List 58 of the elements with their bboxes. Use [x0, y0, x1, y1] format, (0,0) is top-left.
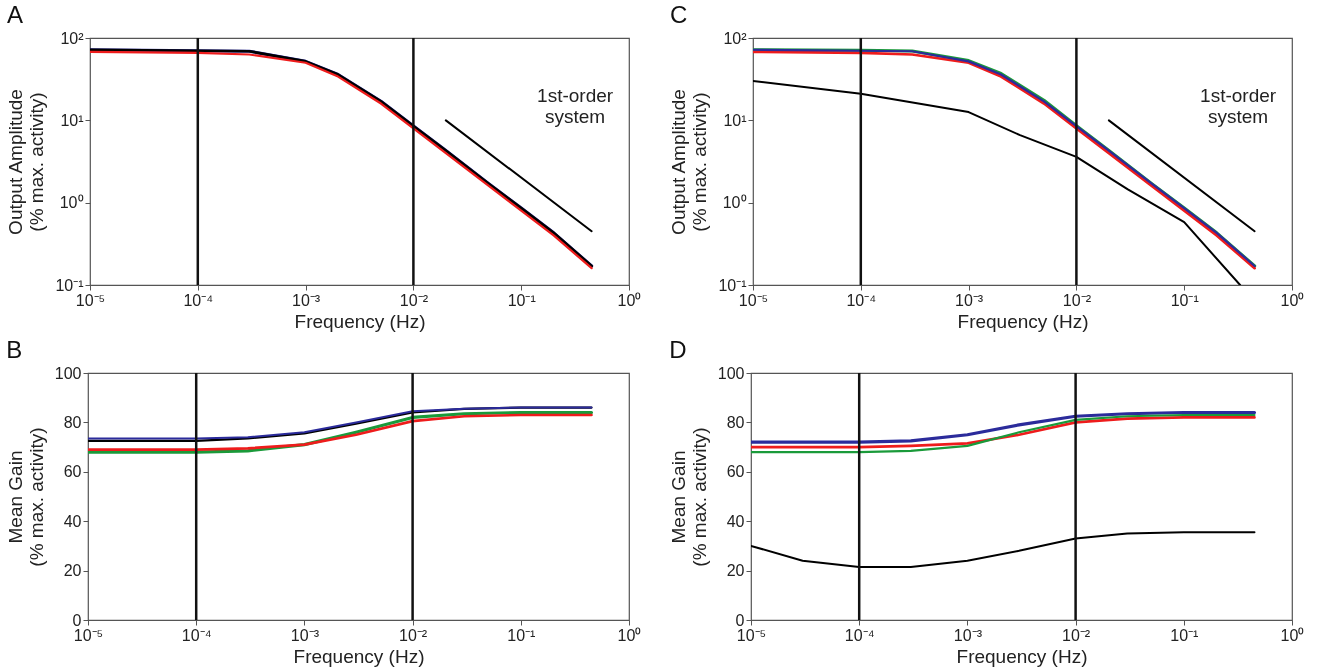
x-tick-label: 10⁻¹	[507, 626, 536, 644]
x-axis-title: Frequency (Hz)	[956, 645, 1088, 667]
y-tick-label: 10⁻¹	[718, 276, 747, 294]
y-tick-label: 0	[72, 611, 82, 629]
y-tick-label: 80	[63, 413, 82, 431]
x-tick-label: 10⁻¹	[1170, 291, 1199, 309]
x-tick-label: 10⁻³	[955, 291, 984, 309]
x-tick-label: 10⁰	[1280, 291, 1305, 309]
x-tick-label: 10⁻³	[953, 626, 983, 644]
x-tick-label: 10⁻⁴	[183, 291, 214, 309]
x-tick-label: 10⁻²	[399, 291, 429, 309]
y-tick-label: 60	[726, 463, 745, 481]
x-tick-label: 10⁻¹	[1170, 626, 1199, 644]
chart-title: A	[6, 1, 23, 28]
y-tick-label: 10¹	[60, 111, 84, 129]
y-tick-label: 20	[63, 562, 82, 580]
y-tick-label: 10⁻¹	[55, 276, 84, 294]
y-tick-label: 20	[726, 562, 745, 580]
y-tick-label: 60	[63, 463, 82, 481]
y-tick-label: 10²	[60, 29, 85, 47]
x-tick-label: 10⁰	[617, 291, 642, 309]
x-axis-title: Frequency (Hz)	[293, 645, 425, 667]
x-tick-label: 10⁰	[1280, 626, 1305, 644]
y-tick-label: 10²	[723, 29, 748, 47]
x-tick-label: 10⁻⁴	[844, 626, 875, 644]
x-tick-label: 10⁻⁵	[73, 626, 104, 644]
chart-title: C	[669, 1, 688, 28]
y-axis-title: Mean Gain (% max. activity)	[667, 427, 710, 567]
x-tick-label: 10⁻²	[399, 626, 428, 644]
x-tick-label: 10⁻⁵	[736, 626, 767, 644]
x-axis-title: Frequency (Hz)	[294, 310, 426, 332]
y-axis-title: Output Amplitude (% max. activity)	[668, 89, 711, 235]
y-axis-title: Mean Gain (% max. activity)	[4, 427, 47, 567]
y-tick-label: 40	[63, 512, 82, 530]
y-tick-label: 100	[54, 364, 82, 382]
x-tick-label: 10⁻²	[1062, 291, 1092, 309]
y-tick-label: 10⁰	[59, 194, 84, 212]
x-tick-label: 10⁻⁴	[181, 626, 212, 644]
y-tick-label: 10⁰	[722, 194, 747, 212]
chart-title: D	[669, 336, 687, 363]
x-tick-label: 10⁰	[617, 626, 642, 644]
y-tick-label: 40	[726, 512, 745, 530]
y-tick-label: 10¹	[723, 111, 747, 129]
chart-title: B	[6, 336, 23, 363]
x-tick-label: 10⁻³	[292, 291, 321, 309]
annotation: 1st-order system	[537, 85, 614, 128]
x-tick-label: 10⁻⁴	[846, 291, 877, 309]
y-axis-title: Output Amplitude (% max. activity)	[5, 89, 48, 235]
y-tick-label: 100	[717, 364, 745, 382]
x-tick-label: 10⁻⁵	[75, 291, 106, 309]
x-tick-label: 10⁻²	[1062, 626, 1091, 644]
y-tick-label: 80	[726, 413, 745, 431]
x-tick-label: 10⁻³	[290, 626, 320, 644]
annotation: 1st-order system	[1200, 85, 1277, 128]
x-tick-label: 10⁻⁵	[738, 291, 769, 309]
x-tick-label: 10⁻¹	[507, 291, 536, 309]
x-axis-title: Frequency (Hz)	[957, 310, 1089, 332]
y-tick-label: 0	[735, 611, 745, 629]
